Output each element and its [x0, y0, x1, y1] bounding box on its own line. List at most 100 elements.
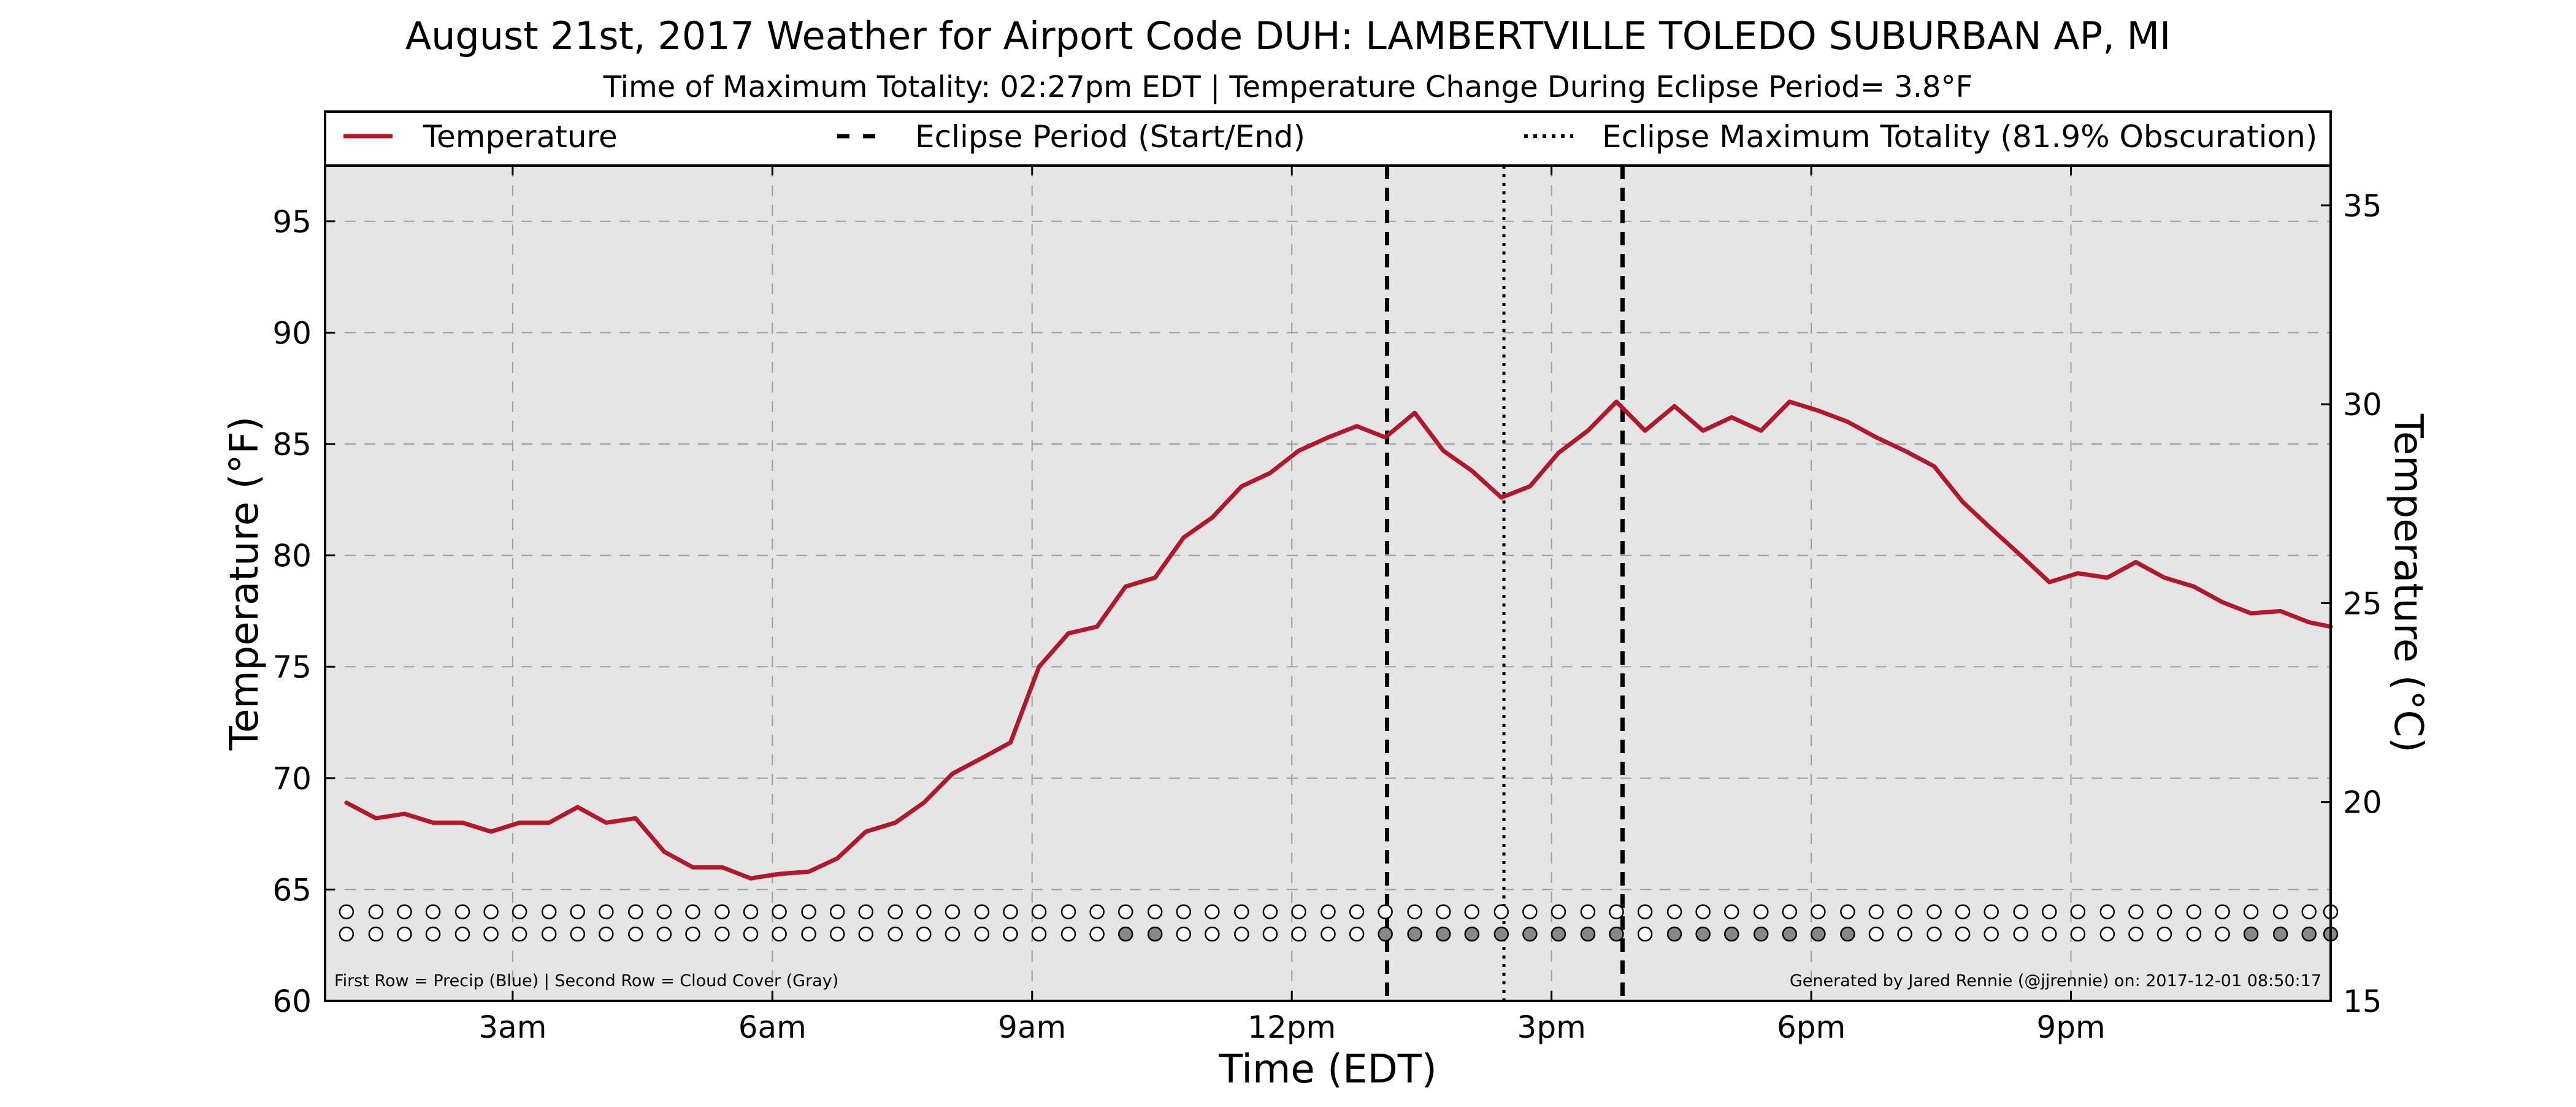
cloud-cover-marker — [1408, 927, 1422, 941]
cloud-cover-marker — [859, 927, 873, 941]
precip-marker — [1091, 905, 1104, 919]
cloud-cover-marker — [2302, 927, 2316, 941]
cloud-cover-marker — [1985, 927, 1998, 941]
cloud-cover-marker — [1091, 927, 1104, 941]
precip-marker — [485, 905, 498, 919]
y-left-tick-label: 90 — [272, 315, 312, 351]
y-right-tick-label: 35 — [2343, 188, 2382, 224]
precip-marker — [456, 905, 469, 919]
precip-marker — [1898, 905, 1912, 919]
precip-marker — [1436, 905, 1450, 919]
cloud-cover-marker — [485, 927, 498, 941]
precip-marker — [1956, 905, 1969, 919]
precip-marker — [744, 905, 757, 919]
cloud-cover-marker — [2042, 927, 2056, 941]
y-axis-right-label: Temperature (°C) — [2385, 413, 2431, 753]
precip-marker — [2129, 905, 2142, 919]
cloud-cover-marker — [1638, 927, 1652, 941]
y-right-tick-label: 15 — [2343, 984, 2382, 1019]
precip-marker — [1581, 905, 1595, 919]
legend-label-eclipse-period: Eclipse Period (Start/End) — [915, 119, 1305, 155]
cloud-cover-marker — [1321, 927, 1335, 941]
precip-marker — [1985, 905, 1998, 919]
cloud-cover-marker — [1148, 927, 1162, 941]
x-tick-label: 3pm — [1517, 1009, 1586, 1045]
precip-marker — [773, 905, 786, 919]
cloud-cover-marker — [773, 927, 786, 941]
cloud-cover-marker — [975, 927, 989, 941]
x-tick-label: 6pm — [1777, 1009, 1846, 1045]
precip-marker — [1696, 905, 1710, 919]
cloud-cover-marker — [1898, 927, 1912, 941]
precip-marker — [513, 905, 526, 919]
precip-marker — [426, 905, 440, 919]
precip-marker — [1841, 905, 1854, 919]
cloud-cover-marker — [830, 927, 844, 941]
cloud-cover-marker — [686, 927, 699, 941]
cloud-cover-marker — [1003, 927, 1017, 941]
precip-marker — [1465, 905, 1479, 919]
precip-marker — [1032, 905, 1046, 919]
cloud-cover-marker — [1811, 927, 1825, 941]
y-right-tick-label: 20 — [2343, 785, 2382, 821]
precip-marker — [599, 905, 613, 919]
cloud-cover-marker — [715, 927, 729, 941]
precip-marker — [657, 905, 671, 919]
cloud-cover-marker — [456, 927, 469, 941]
cloud-cover-marker — [744, 927, 757, 941]
cloud-cover-marker — [542, 927, 556, 941]
cloud-cover-marker — [2071, 927, 2085, 941]
precip-marker — [1811, 905, 1825, 919]
cloud-cover-marker — [1783, 927, 1796, 941]
cloud-cover-marker — [1552, 927, 1565, 941]
precip-marker — [2158, 905, 2171, 919]
precip-marker — [1725, 905, 1738, 919]
precip-marker — [2071, 905, 2085, 919]
cloud-cover-marker — [2158, 927, 2171, 941]
cloud-cover-marker — [2129, 927, 2142, 941]
cloud-cover-marker — [1928, 927, 1941, 941]
cloud-cover-marker — [571, 927, 585, 941]
cloud-cover-marker — [889, 927, 902, 941]
precip-marker — [1177, 905, 1190, 919]
precip-marker — [1495, 905, 1508, 919]
precip-marker — [1754, 905, 1768, 919]
precip-marker — [2042, 905, 2056, 919]
precip-marker — [1263, 905, 1277, 919]
precip-marker — [571, 905, 585, 919]
precip-marker — [830, 905, 844, 919]
y-left-tick-label: 95 — [272, 204, 312, 240]
y-axis-left-label: Temperature (°F) — [222, 416, 267, 751]
y-right-tick-label: 30 — [2343, 387, 2382, 423]
cloud-cover-marker — [1263, 927, 1277, 941]
precip-marker — [2101, 905, 2114, 919]
precip-marker — [629, 905, 642, 919]
precip-marker — [1379, 905, 1392, 919]
cloud-cover-marker — [657, 927, 671, 941]
precip-marker — [1552, 905, 1565, 919]
cloud-cover-marker — [2101, 927, 2114, 941]
precip-marker — [802, 905, 816, 919]
cloud-cover-marker — [1725, 927, 1738, 941]
cloud-cover-marker — [1610, 927, 1623, 941]
precip-marker — [340, 905, 353, 919]
precip-marker — [975, 905, 989, 919]
cloud-cover-marker — [1235, 927, 1248, 941]
cloud-cover-marker — [2274, 927, 2287, 941]
precip-marker — [1235, 905, 1248, 919]
cloud-cover-marker — [369, 927, 383, 941]
precip-marker — [889, 905, 902, 919]
cloud-cover-marker — [1696, 927, 1710, 941]
y-left-tick-label: 60 — [272, 984, 312, 1019]
precip-marker — [1205, 905, 1219, 919]
cloud-cover-marker — [426, 927, 440, 941]
precip-marker — [1350, 905, 1363, 919]
precip-marker — [1292, 905, 1306, 919]
precip-marker — [1321, 905, 1335, 919]
cloud-cover-marker — [1754, 927, 1768, 941]
y-left-tick-label: 65 — [272, 872, 312, 908]
legend-label-eclipse-max: Eclipse Maximum Totality (81.9% Obscurat… — [1602, 119, 2317, 155]
precip-marker — [1119, 905, 1132, 919]
precip-marker — [946, 905, 959, 919]
